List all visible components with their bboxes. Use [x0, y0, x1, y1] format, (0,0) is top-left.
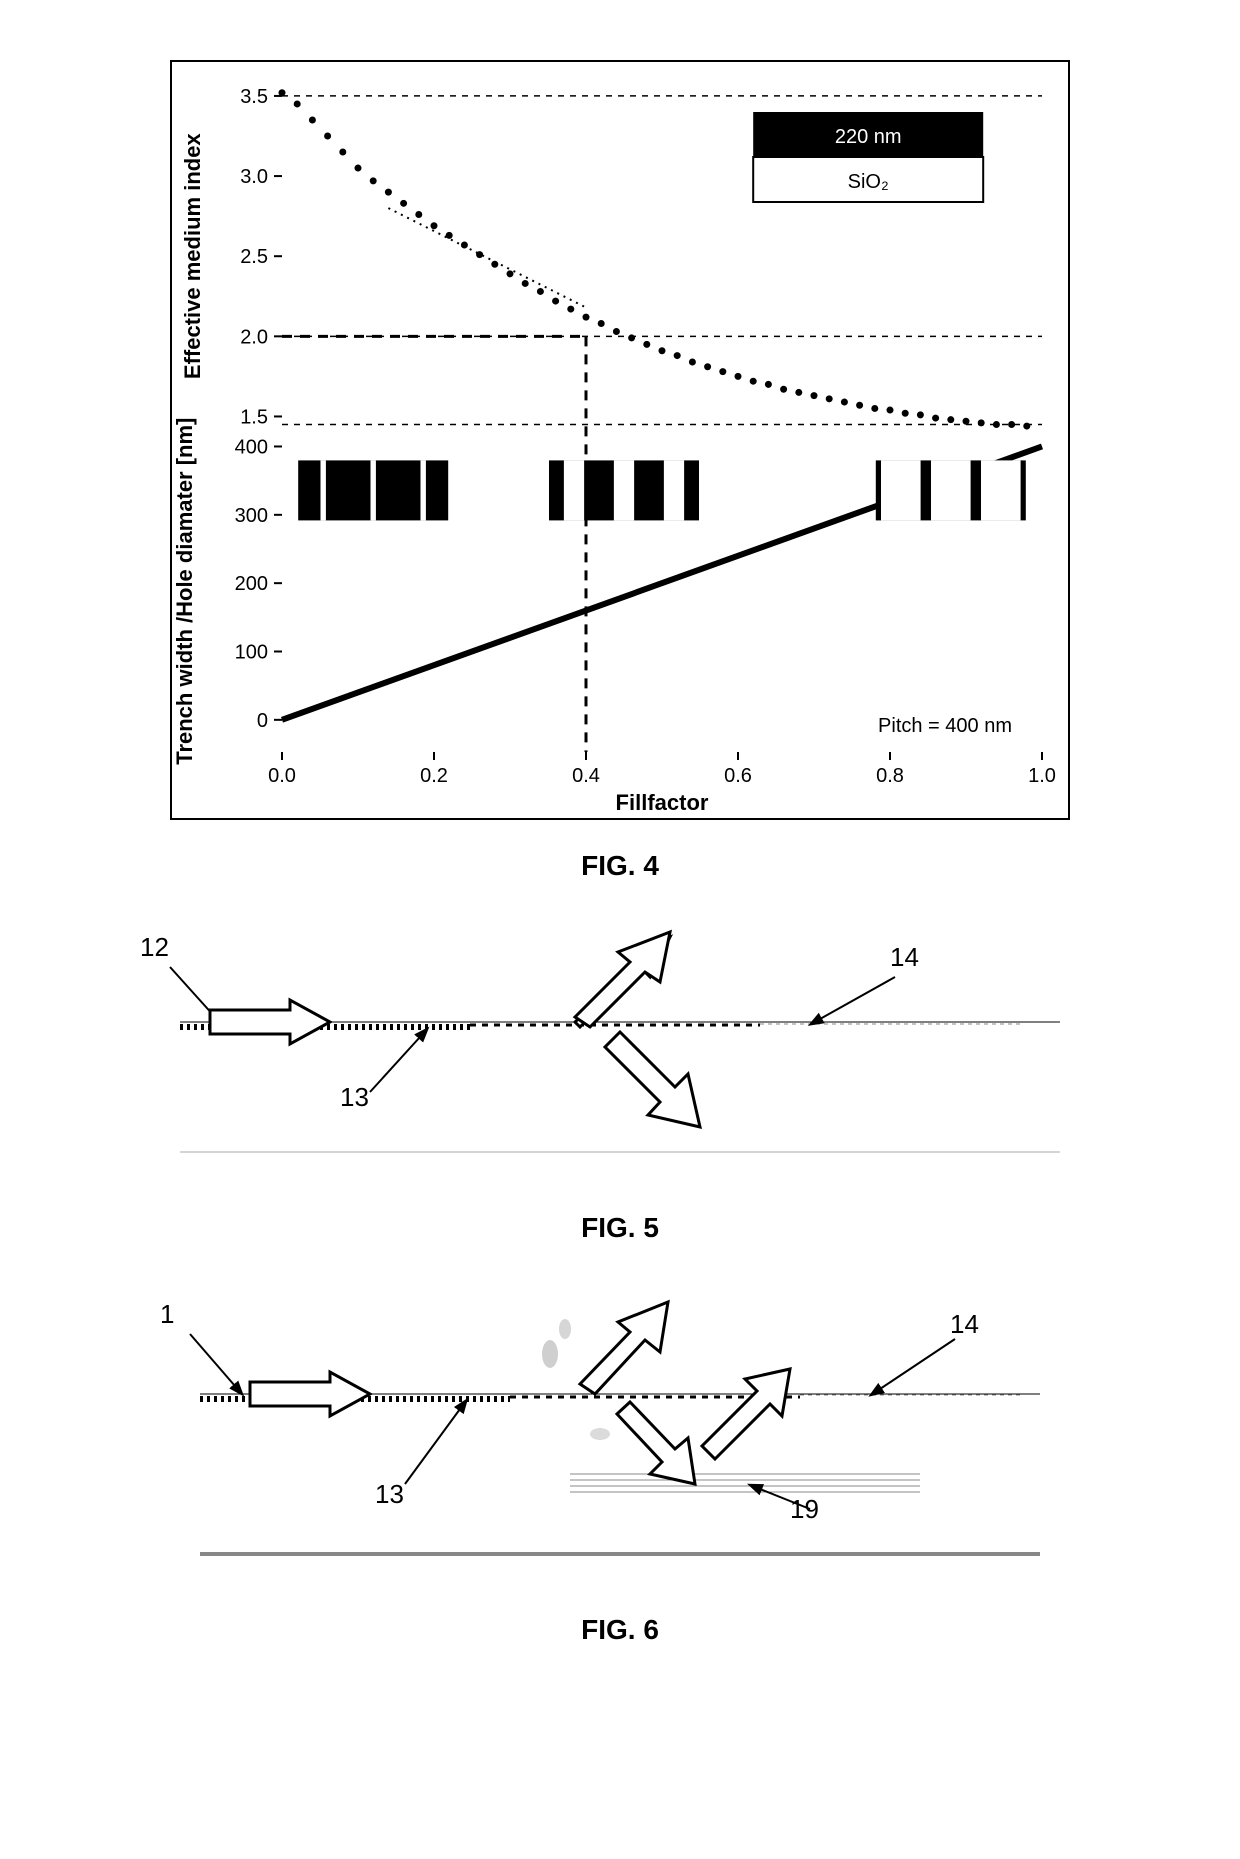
fig6-label-13: 13 [375, 1479, 404, 1510]
fig6-diagram: 1 13 14 19 [120, 1284, 1120, 1584]
svg-text:2.0: 2.0 [240, 326, 268, 348]
fig5-label-12: 12 [140, 932, 169, 963]
svg-text:3.5: 3.5 [240, 86, 268, 108]
svg-text:0.8: 0.8 [876, 765, 904, 787]
svg-text:2.5: 2.5 [240, 246, 268, 268]
svg-text:300: 300 [235, 505, 268, 527]
svg-text:SiO₂: SiO₂ [848, 171, 889, 193]
svg-text:0.6: 0.6 [724, 765, 752, 787]
svg-text:Effective medium index: Effective medium index [180, 133, 205, 380]
svg-text:1.5: 1.5 [240, 406, 268, 428]
svg-text:400: 400 [235, 436, 268, 458]
svg-text:0.0: 0.0 [268, 765, 296, 787]
fig4-svg: 0.0 0.2 0.4 0.6 0.8 1.0 Fillfactor 1.5 2.0 2.5 3.0… [172, 62, 1072, 822]
svg-text:Pitch = 400 nm: Pitch = 400 nm [878, 715, 1012, 737]
svg-text:0: 0 [257, 710, 268, 732]
fig6-caption: FIG. 6 [60, 1614, 1180, 1646]
fig5-label-13: 13 [340, 1082, 369, 1113]
fig6-label-1: 1 [160, 1299, 174, 1330]
svg-text:1.0: 1.0 [1028, 765, 1056, 787]
fig6-label-14: 14 [950, 1309, 979, 1340]
fig5-label-14: 14 [890, 942, 919, 973]
svg-text:0.4: 0.4 [572, 765, 600, 787]
fig5-diagram: 12 13 14 [120, 922, 1120, 1182]
svg-text:3.0: 3.0 [240, 166, 268, 188]
fig5-caption: FIG. 5 [60, 1212, 1180, 1244]
svg-text:0.2: 0.2 [420, 765, 448, 787]
svg-text:Trench width /Hole diamater [n: Trench width /Hole diamater [nm] [172, 418, 197, 765]
fig5-svg [120, 922, 1120, 1182]
svg-text:200: 200 [235, 573, 268, 595]
fig6-label-19: 19 [790, 1494, 819, 1525]
svg-text:220 nm: 220 nm [835, 126, 902, 148]
svg-text:100: 100 [235, 642, 268, 664]
svg-text:Fillfactor: Fillfactor [616, 790, 709, 815]
fig4-caption: FIG. 4 [60, 850, 1180, 882]
fig4-chart: 0.0 0.2 0.4 0.6 0.8 1.0 Fillfactor 1.5 2.0 2.5 3.0… [170, 60, 1070, 820]
